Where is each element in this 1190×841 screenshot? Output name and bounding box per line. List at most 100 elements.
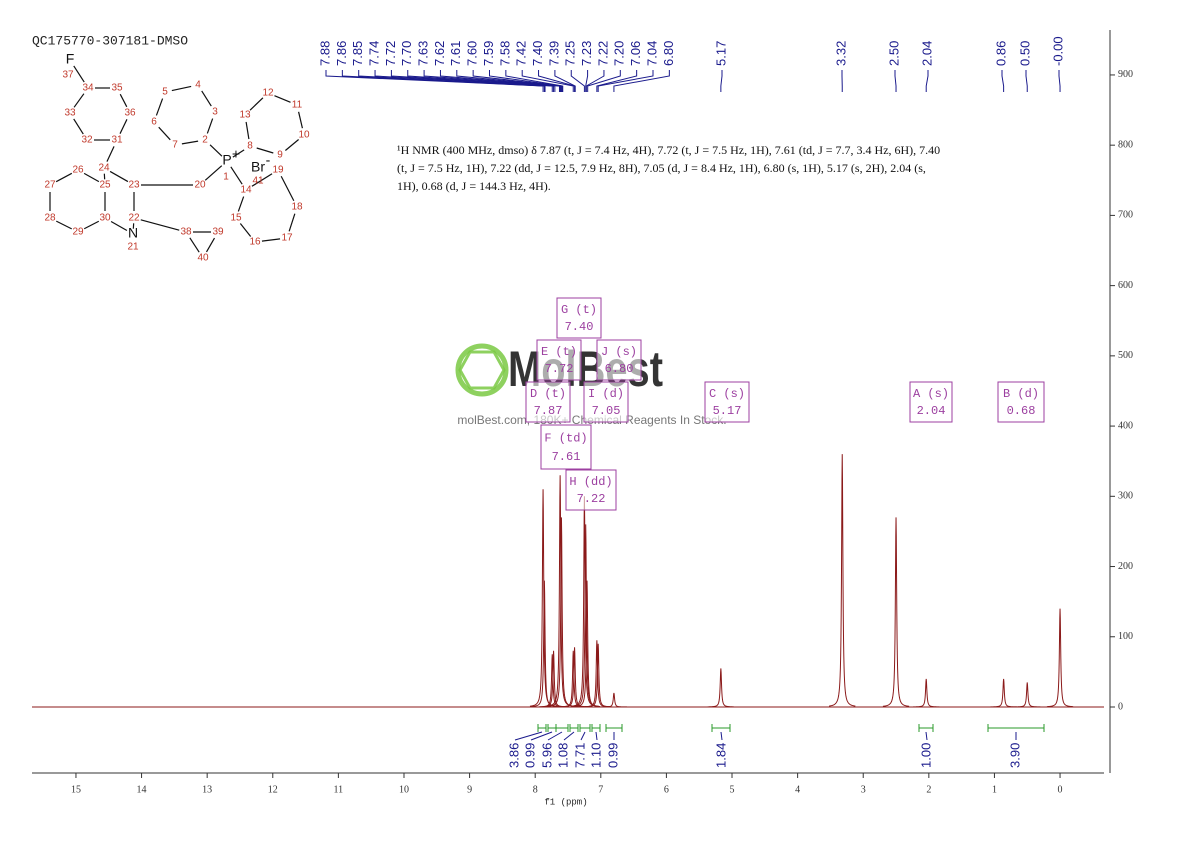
peak-connector — [407, 70, 556, 92]
peak-label: 7.40 — [530, 41, 545, 66]
atom-number: 14 — [240, 185, 252, 196]
peak — [573, 580, 601, 708]
bond — [288, 213, 296, 232]
peak — [561, 647, 588, 708]
peak-connector — [439, 70, 561, 92]
atom-number: 18 — [291, 202, 303, 213]
peak — [707, 668, 734, 708]
peak-label: 7.22 — [595, 41, 610, 66]
multiplet-box — [556, 297, 602, 339]
atom-number: 33 — [64, 108, 76, 119]
integral-connector — [595, 731, 598, 741]
atom-number: 3 — [212, 107, 218, 118]
y-tick-label: 700 — [1118, 210, 1133, 221]
multiplet-shift: 5.17 — [713, 404, 742, 418]
integral-label: 1.00 — [918, 743, 933, 768]
peak-label: 7.86 — [334, 41, 349, 66]
peak — [1046, 608, 1074, 708]
atom-number: 38 — [180, 227, 192, 238]
peak-label: 7.23 — [579, 41, 594, 66]
atom-number: 8 — [247, 141, 253, 152]
integral-bracket — [579, 724, 591, 732]
atom-number: 24 — [98, 163, 110, 174]
peak-connector — [720, 70, 723, 92]
x-tick-label: 2 — [926, 784, 931, 795]
y-tick-label: 100 — [1118, 631, 1133, 642]
x-tick-label: 14 — [137, 784, 147, 795]
peak-label: 7.88 — [317, 41, 332, 66]
x-tick-label: 12 — [268, 784, 278, 795]
watermark-logo-ring — [455, 343, 509, 397]
peak-connector — [489, 70, 563, 92]
peak-label: 7.85 — [350, 41, 365, 66]
atom-number: 32 — [81, 135, 93, 146]
multiplet-shift: 7.22 — [577, 492, 606, 506]
peak — [882, 517, 910, 707]
bond — [110, 220, 128, 232]
atom-number: 12 — [262, 88, 274, 99]
integral-bracket — [555, 724, 569, 732]
integral-bracket — [987, 724, 1045, 732]
atom-number: 25 — [99, 180, 111, 191]
peak-connector — [613, 70, 670, 92]
atom-number: 17 — [281, 233, 293, 244]
bond — [55, 172, 73, 183]
integral-connector — [925, 731, 928, 741]
bond — [106, 146, 115, 162]
peak-connector — [358, 70, 546, 92]
x-tick-label: 10 — [399, 784, 409, 795]
peak-connector — [925, 70, 929, 92]
peak — [829, 454, 856, 707]
peak-label: 6.80 — [661, 41, 676, 66]
integral-bracket — [591, 724, 601, 732]
multiplet-box — [997, 381, 1045, 423]
peak-label: 7.06 — [628, 41, 643, 66]
peak — [990, 678, 1017, 708]
integral-bracket — [547, 724, 557, 732]
multiplet-label: H (dd) — [569, 475, 612, 489]
bond — [245, 121, 250, 140]
multiplet-box — [565, 469, 617, 511]
atom-number: 39 — [212, 227, 224, 238]
peak-label: -0.00 — [1050, 36, 1065, 66]
multiplet-box — [909, 381, 953, 423]
bond — [232, 149, 245, 158]
multiplet-shift: 7.40 — [565, 320, 594, 334]
peak-connector — [1025, 70, 1028, 92]
sample-id: QC175770-307181-DMSO — [32, 33, 188, 48]
peak-label: 7.39 — [546, 41, 561, 66]
peak-label: 2.50 — [886, 41, 901, 66]
peak-label: 7.74 — [366, 41, 381, 66]
bond — [251, 173, 273, 187]
peak-connector — [585, 70, 605, 92]
peak-connector — [1058, 70, 1061, 92]
peak-label: 7.20 — [612, 41, 627, 66]
integral-connector — [720, 731, 723, 741]
peak-label: 7.04 — [644, 41, 659, 66]
atom-number: 1 — [223, 172, 229, 183]
bond — [55, 220, 73, 230]
bond — [256, 147, 274, 154]
integral-connector — [580, 731, 586, 741]
multiplet-label: G (t) — [561, 303, 597, 317]
multiplet-shift: 7.61 — [552, 450, 581, 464]
atom-number: 27 — [44, 180, 56, 191]
peak-connector — [570, 70, 585, 92]
x-tick-label: 1 — [992, 784, 997, 795]
multiplet-label: D (t) — [530, 387, 566, 401]
atom-number: 5 — [162, 87, 168, 98]
peak-connector — [554, 70, 576, 92]
y-tick-label: 300 — [1118, 491, 1133, 502]
peak-connector — [456, 70, 562, 92]
y-tick-label: 500 — [1118, 350, 1133, 361]
atom-number: 28 — [44, 213, 56, 224]
bond — [298, 111, 303, 129]
peak-connector — [1001, 70, 1005, 92]
integral-label: 0.99 — [522, 743, 537, 768]
peak-label: 7.59 — [481, 41, 496, 66]
peak-connector — [596, 70, 638, 92]
peak-connector — [587, 70, 621, 92]
multiplet-label: A (s) — [913, 387, 949, 401]
peak-label: 7.70 — [399, 41, 414, 66]
peak-connector — [538, 70, 576, 92]
